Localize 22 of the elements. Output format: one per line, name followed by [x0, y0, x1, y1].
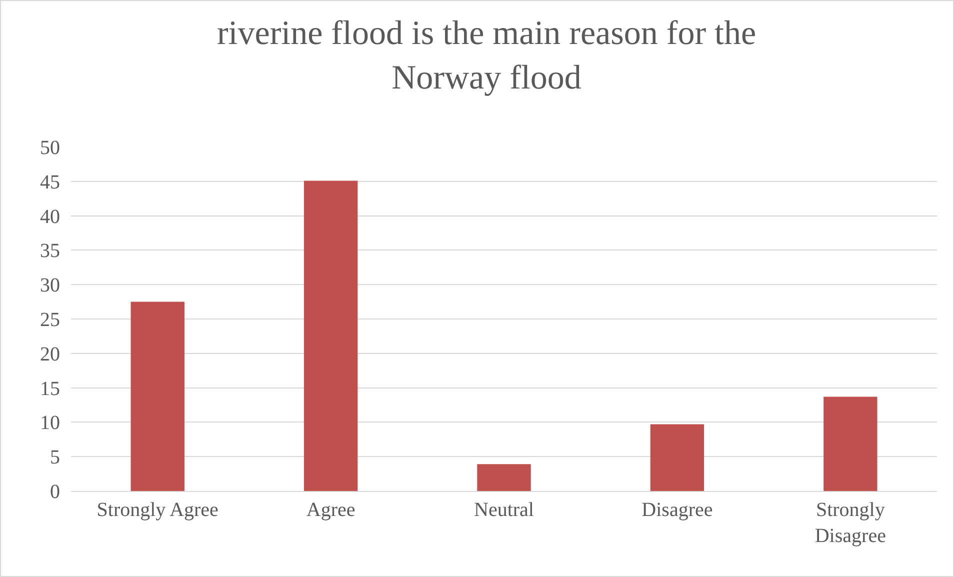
y-tick-label: 10	[40, 412, 60, 434]
bar	[130, 302, 184, 491]
x-tick-label: Strongly Agree	[96, 499, 219, 521]
y-tick-label: 5	[50, 446, 60, 469]
y-tick-label: 15	[40, 378, 60, 400]
y-tick-label: 0	[50, 481, 60, 503]
x-tick-label: Neutral	[474, 499, 534, 521]
bar	[477, 464, 531, 491]
y-tick-label: 45	[40, 171, 60, 194]
bar	[824, 396, 878, 491]
y-tick-label: 25	[40, 309, 60, 331]
y-tick-label: 35	[40, 240, 60, 262]
y-tick-label: 30	[40, 274, 60, 297]
bar	[650, 424, 704, 491]
y-tick-label: 50	[40, 137, 60, 159]
x-tick-label: Strongly Disagree	[814, 499, 886, 547]
y-tick-label: 20	[40, 343, 60, 366]
bar	[304, 180, 358, 491]
y-tick-label: 40	[40, 206, 60, 228]
x-tick-label: Agree	[306, 499, 356, 521]
x-tick-label: Disagree	[642, 499, 713, 521]
chart-title: riverine flood is the main reason for the Norway flood	[216, 15, 756, 96]
